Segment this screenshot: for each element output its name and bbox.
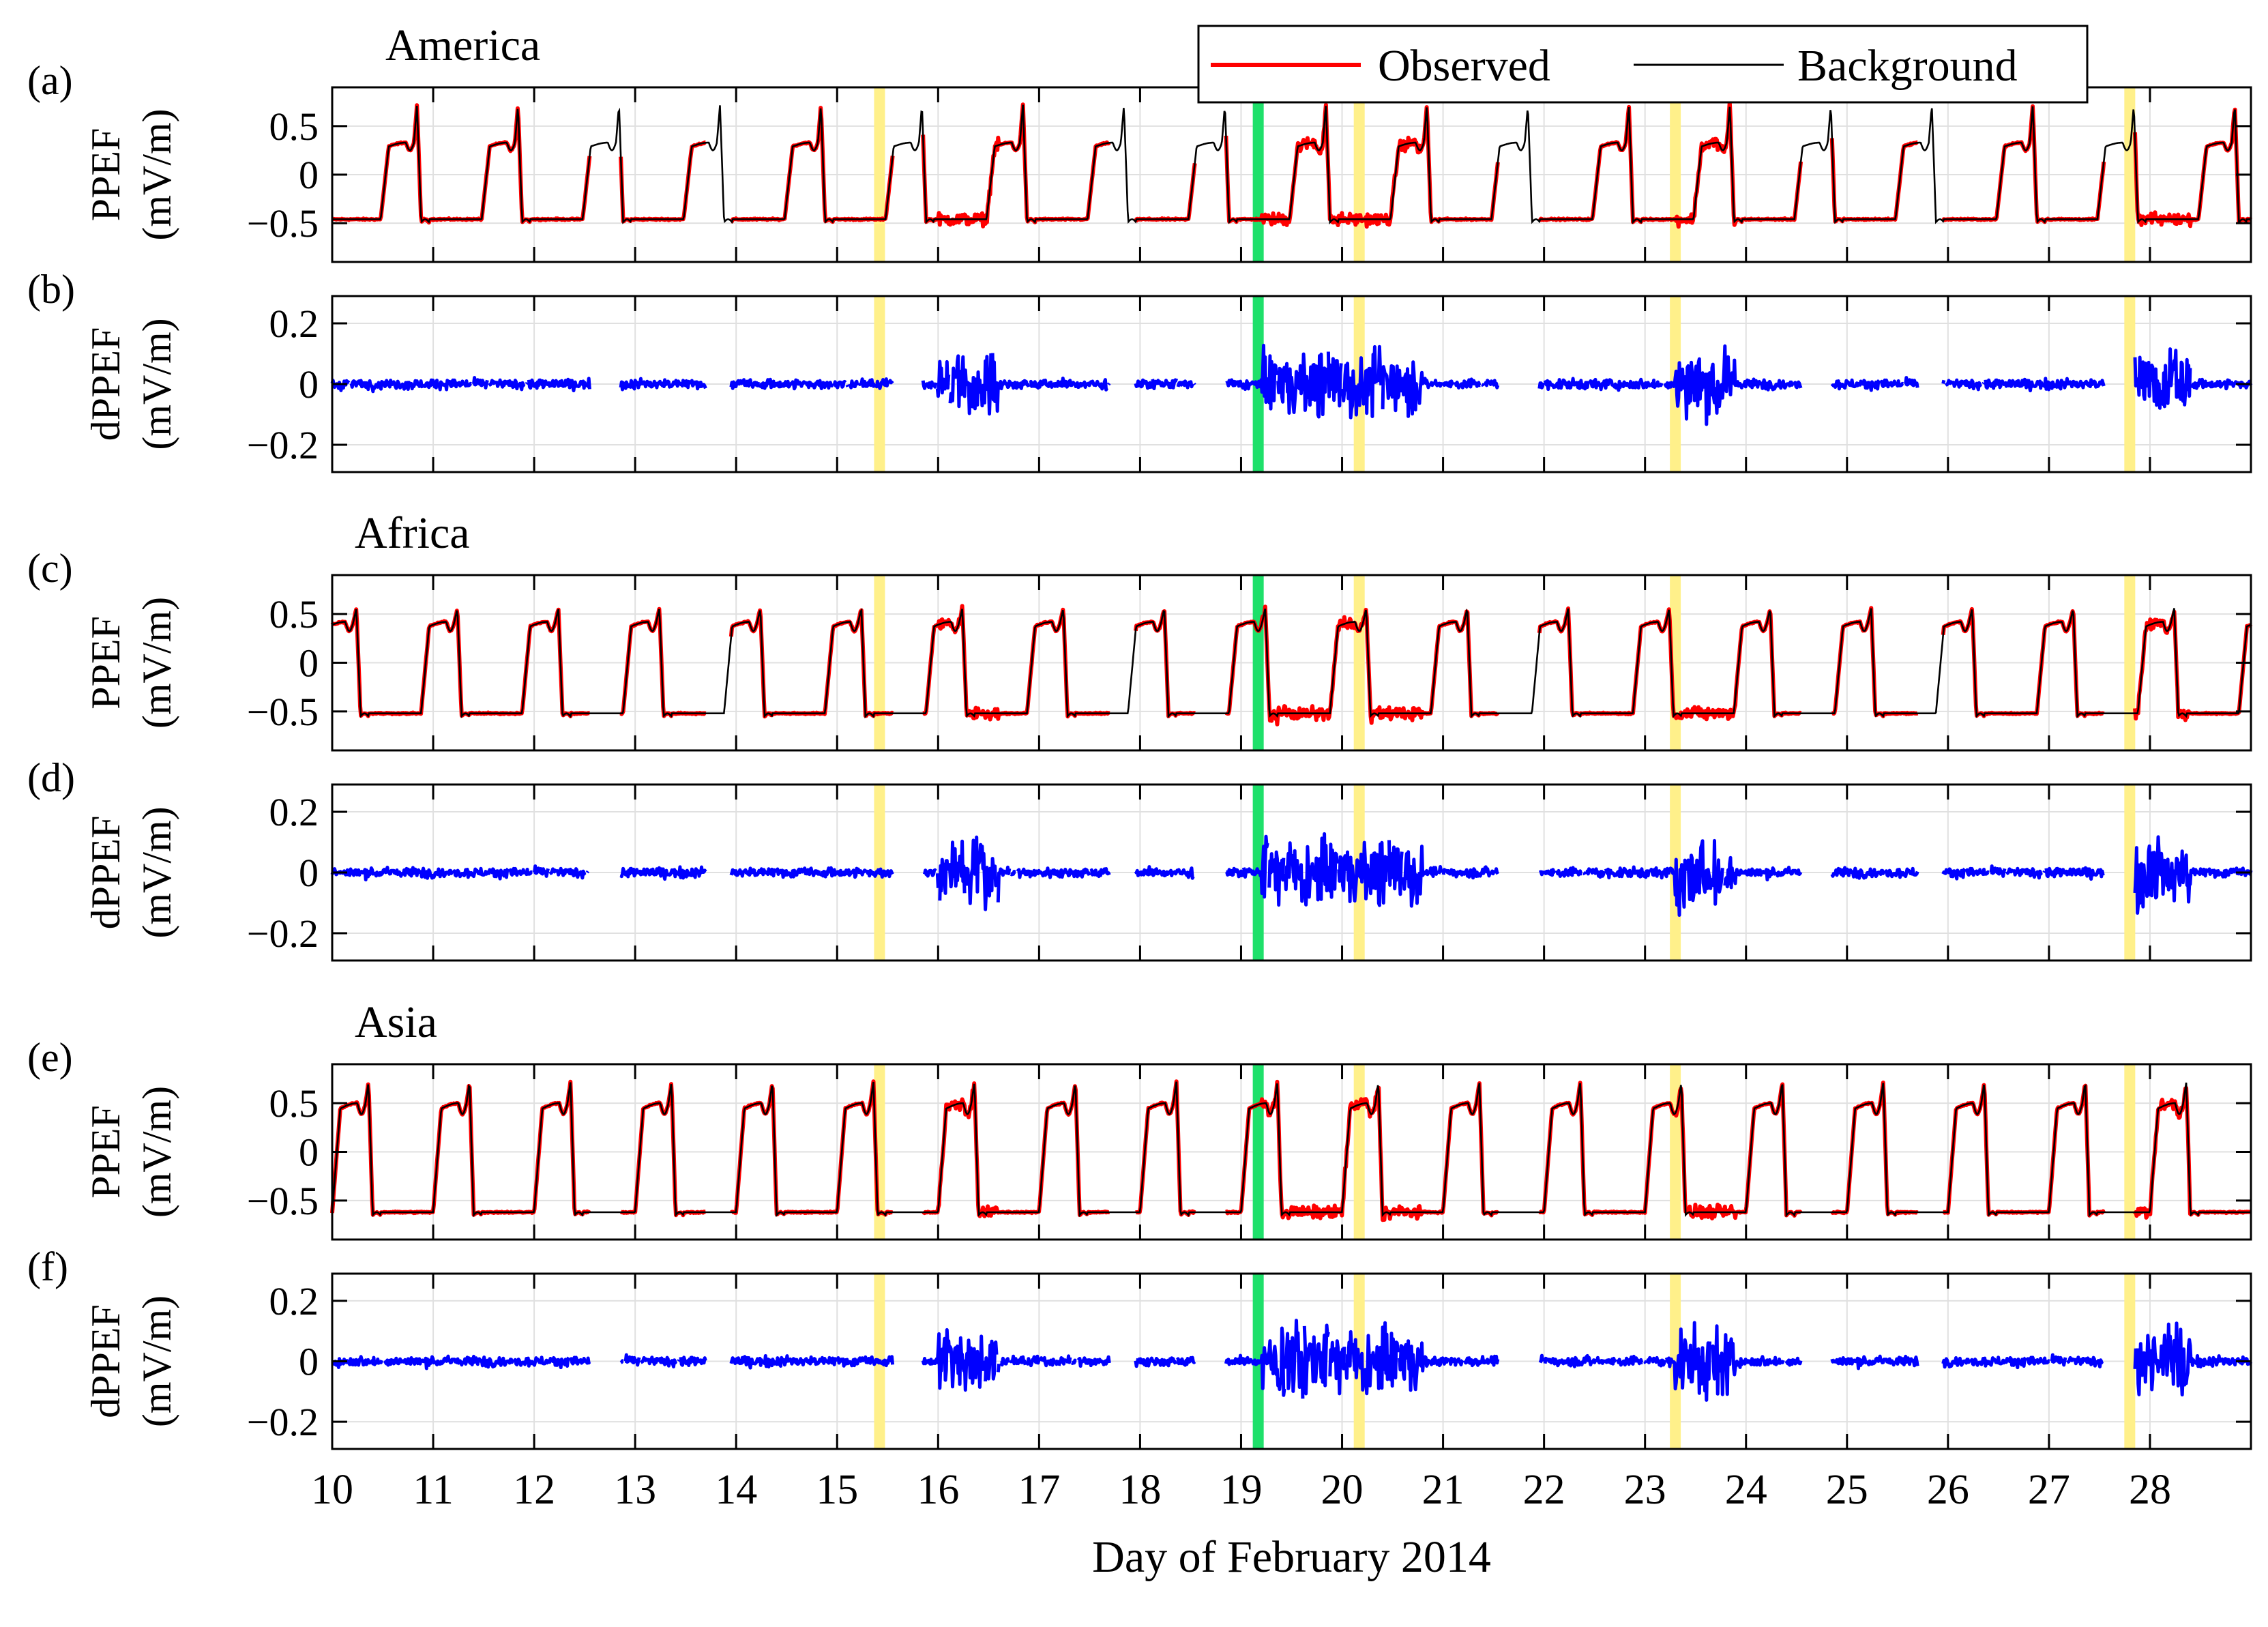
panel-tag-e: (e) xyxy=(27,1035,73,1080)
y-tick-label-d: 0.2 xyxy=(269,790,319,834)
panel-a xyxy=(331,86,2253,263)
event-band-yellow-f xyxy=(2124,1274,2136,1449)
x-tick-label: 19 xyxy=(1220,1467,1262,1513)
event-band-yellow-c xyxy=(874,575,885,750)
y-axis-label-d: dPPEF xyxy=(83,816,128,930)
legend-label-background: Background xyxy=(1797,41,2018,91)
region-title-e: Asia xyxy=(355,997,437,1047)
dppef-line-b xyxy=(330,343,2253,426)
x-tick-label: 22 xyxy=(1523,1467,1565,1513)
event-band-yellow-c xyxy=(2124,575,2136,750)
y-tick-label-a: −0.5 xyxy=(247,201,319,246)
x-tick-label: 13 xyxy=(614,1467,656,1513)
panel-b xyxy=(330,295,2253,473)
background-line-a xyxy=(332,104,2251,225)
background-line-c xyxy=(332,608,2252,719)
panel-f xyxy=(331,1272,2253,1450)
event-band-yellow-a xyxy=(1670,87,1681,262)
y-axis-unit-e: (mV/m) xyxy=(134,1086,179,1218)
legend-label-observed: Observed xyxy=(1378,41,1550,91)
event-band-green-c xyxy=(1252,575,1264,750)
event-band-yellow-b xyxy=(2124,296,2136,472)
y-tick-label-c: −0.5 xyxy=(247,690,319,734)
x-tick-label: 15 xyxy=(816,1467,858,1513)
event-band-yellow-d xyxy=(2124,785,2136,961)
y-tick-label-c: 0.5 xyxy=(269,592,319,636)
x-tick-label: 27 xyxy=(2028,1467,2070,1513)
y-tick-label-b: 0 xyxy=(299,362,319,407)
y-axis-unit-d: (mV/m) xyxy=(134,806,179,938)
y-tick-label-e: −0.5 xyxy=(247,1179,319,1223)
y-axis-unit-a: (mV/m) xyxy=(134,108,179,240)
y-axis-label-b: dPPEF xyxy=(83,327,128,441)
y-tick-label-b: 0.2 xyxy=(269,302,319,346)
y-tick-label-c: 0 xyxy=(299,641,319,686)
event-band-green-e xyxy=(1252,1064,1264,1240)
panel-c xyxy=(330,574,2253,752)
x-tick-label: 23 xyxy=(1624,1467,1666,1513)
region-title-a: America xyxy=(385,20,540,70)
x-tick-label: 18 xyxy=(1119,1467,1161,1513)
x-tick-label: 21 xyxy=(1422,1467,1464,1513)
dppef-line-d xyxy=(330,832,2253,917)
y-axis-unit-f: (mV/m) xyxy=(134,1295,179,1427)
panel-tag-f: (f) xyxy=(27,1244,68,1289)
y-tick-label-d: −0.2 xyxy=(247,911,319,956)
panel-tag-c: (c) xyxy=(27,546,73,591)
x-axis-label: Day of February 2014 xyxy=(1092,1532,1491,1582)
y-tick-label-f: 0 xyxy=(299,1340,319,1384)
y-tick-label-e: 0.5 xyxy=(269,1081,319,1126)
dppef-line-f xyxy=(331,1319,2253,1402)
x-tick-label: 12 xyxy=(513,1467,555,1513)
x-tick-label: 17 xyxy=(1018,1467,1060,1513)
event-band-yellow-a xyxy=(874,87,885,262)
x-tick-label: 26 xyxy=(1927,1467,1969,1513)
y-tick-label-f: 0.2 xyxy=(269,1279,319,1323)
background-line-e xyxy=(331,1081,2251,1218)
panel-tag-d: (d) xyxy=(27,755,75,800)
x-tick-label: 20 xyxy=(1321,1467,1364,1513)
y-axis-label-f: dPPEF xyxy=(83,1304,128,1418)
y-tick-label-d: 0 xyxy=(299,851,319,895)
legend xyxy=(1197,25,2089,104)
y-tick-label-f: −0.2 xyxy=(247,1400,319,1444)
y-tick-label-a: 0.5 xyxy=(269,104,319,149)
y-tick-label-e: 0 xyxy=(299,1130,319,1175)
observed-line-e xyxy=(330,1079,2252,1222)
y-axis-label-a: PPEF xyxy=(83,128,128,222)
panel-tag-b: (b) xyxy=(27,267,75,312)
y-tick-label-a: 0 xyxy=(299,153,319,197)
x-tick-label: 14 xyxy=(715,1467,757,1513)
x-tick-label: 24 xyxy=(1725,1467,1767,1513)
y-tick-label-b: −0.2 xyxy=(247,423,319,467)
event-band-yellow-e xyxy=(1353,1064,1365,1240)
y-axis-unit-c: (mV/m) xyxy=(134,597,179,729)
event-band-green-a xyxy=(1252,87,1264,262)
x-tick-label: 25 xyxy=(1826,1467,1868,1513)
x-tick-label: 11 xyxy=(413,1467,454,1513)
panel-tag-a: (a) xyxy=(27,58,73,103)
observed-line-c xyxy=(330,604,2253,727)
y-axis-unit-b: (mV/m) xyxy=(134,318,179,450)
y-axis-label-c: PPEF xyxy=(83,616,128,709)
x-tick-label: 16 xyxy=(917,1467,959,1513)
panel-e xyxy=(330,1063,2252,1241)
event-band-yellow-a xyxy=(1353,87,1365,262)
y-axis-label-e: PPEF xyxy=(83,1105,128,1199)
panel-d xyxy=(330,783,2253,962)
event-band-yellow-e xyxy=(2124,1064,2136,1240)
x-tick-label: 28 xyxy=(2129,1467,2171,1513)
x-tick-label: 10 xyxy=(311,1467,353,1513)
region-title-c: Africa xyxy=(355,508,470,558)
event-band-yellow-c xyxy=(1353,575,1365,750)
